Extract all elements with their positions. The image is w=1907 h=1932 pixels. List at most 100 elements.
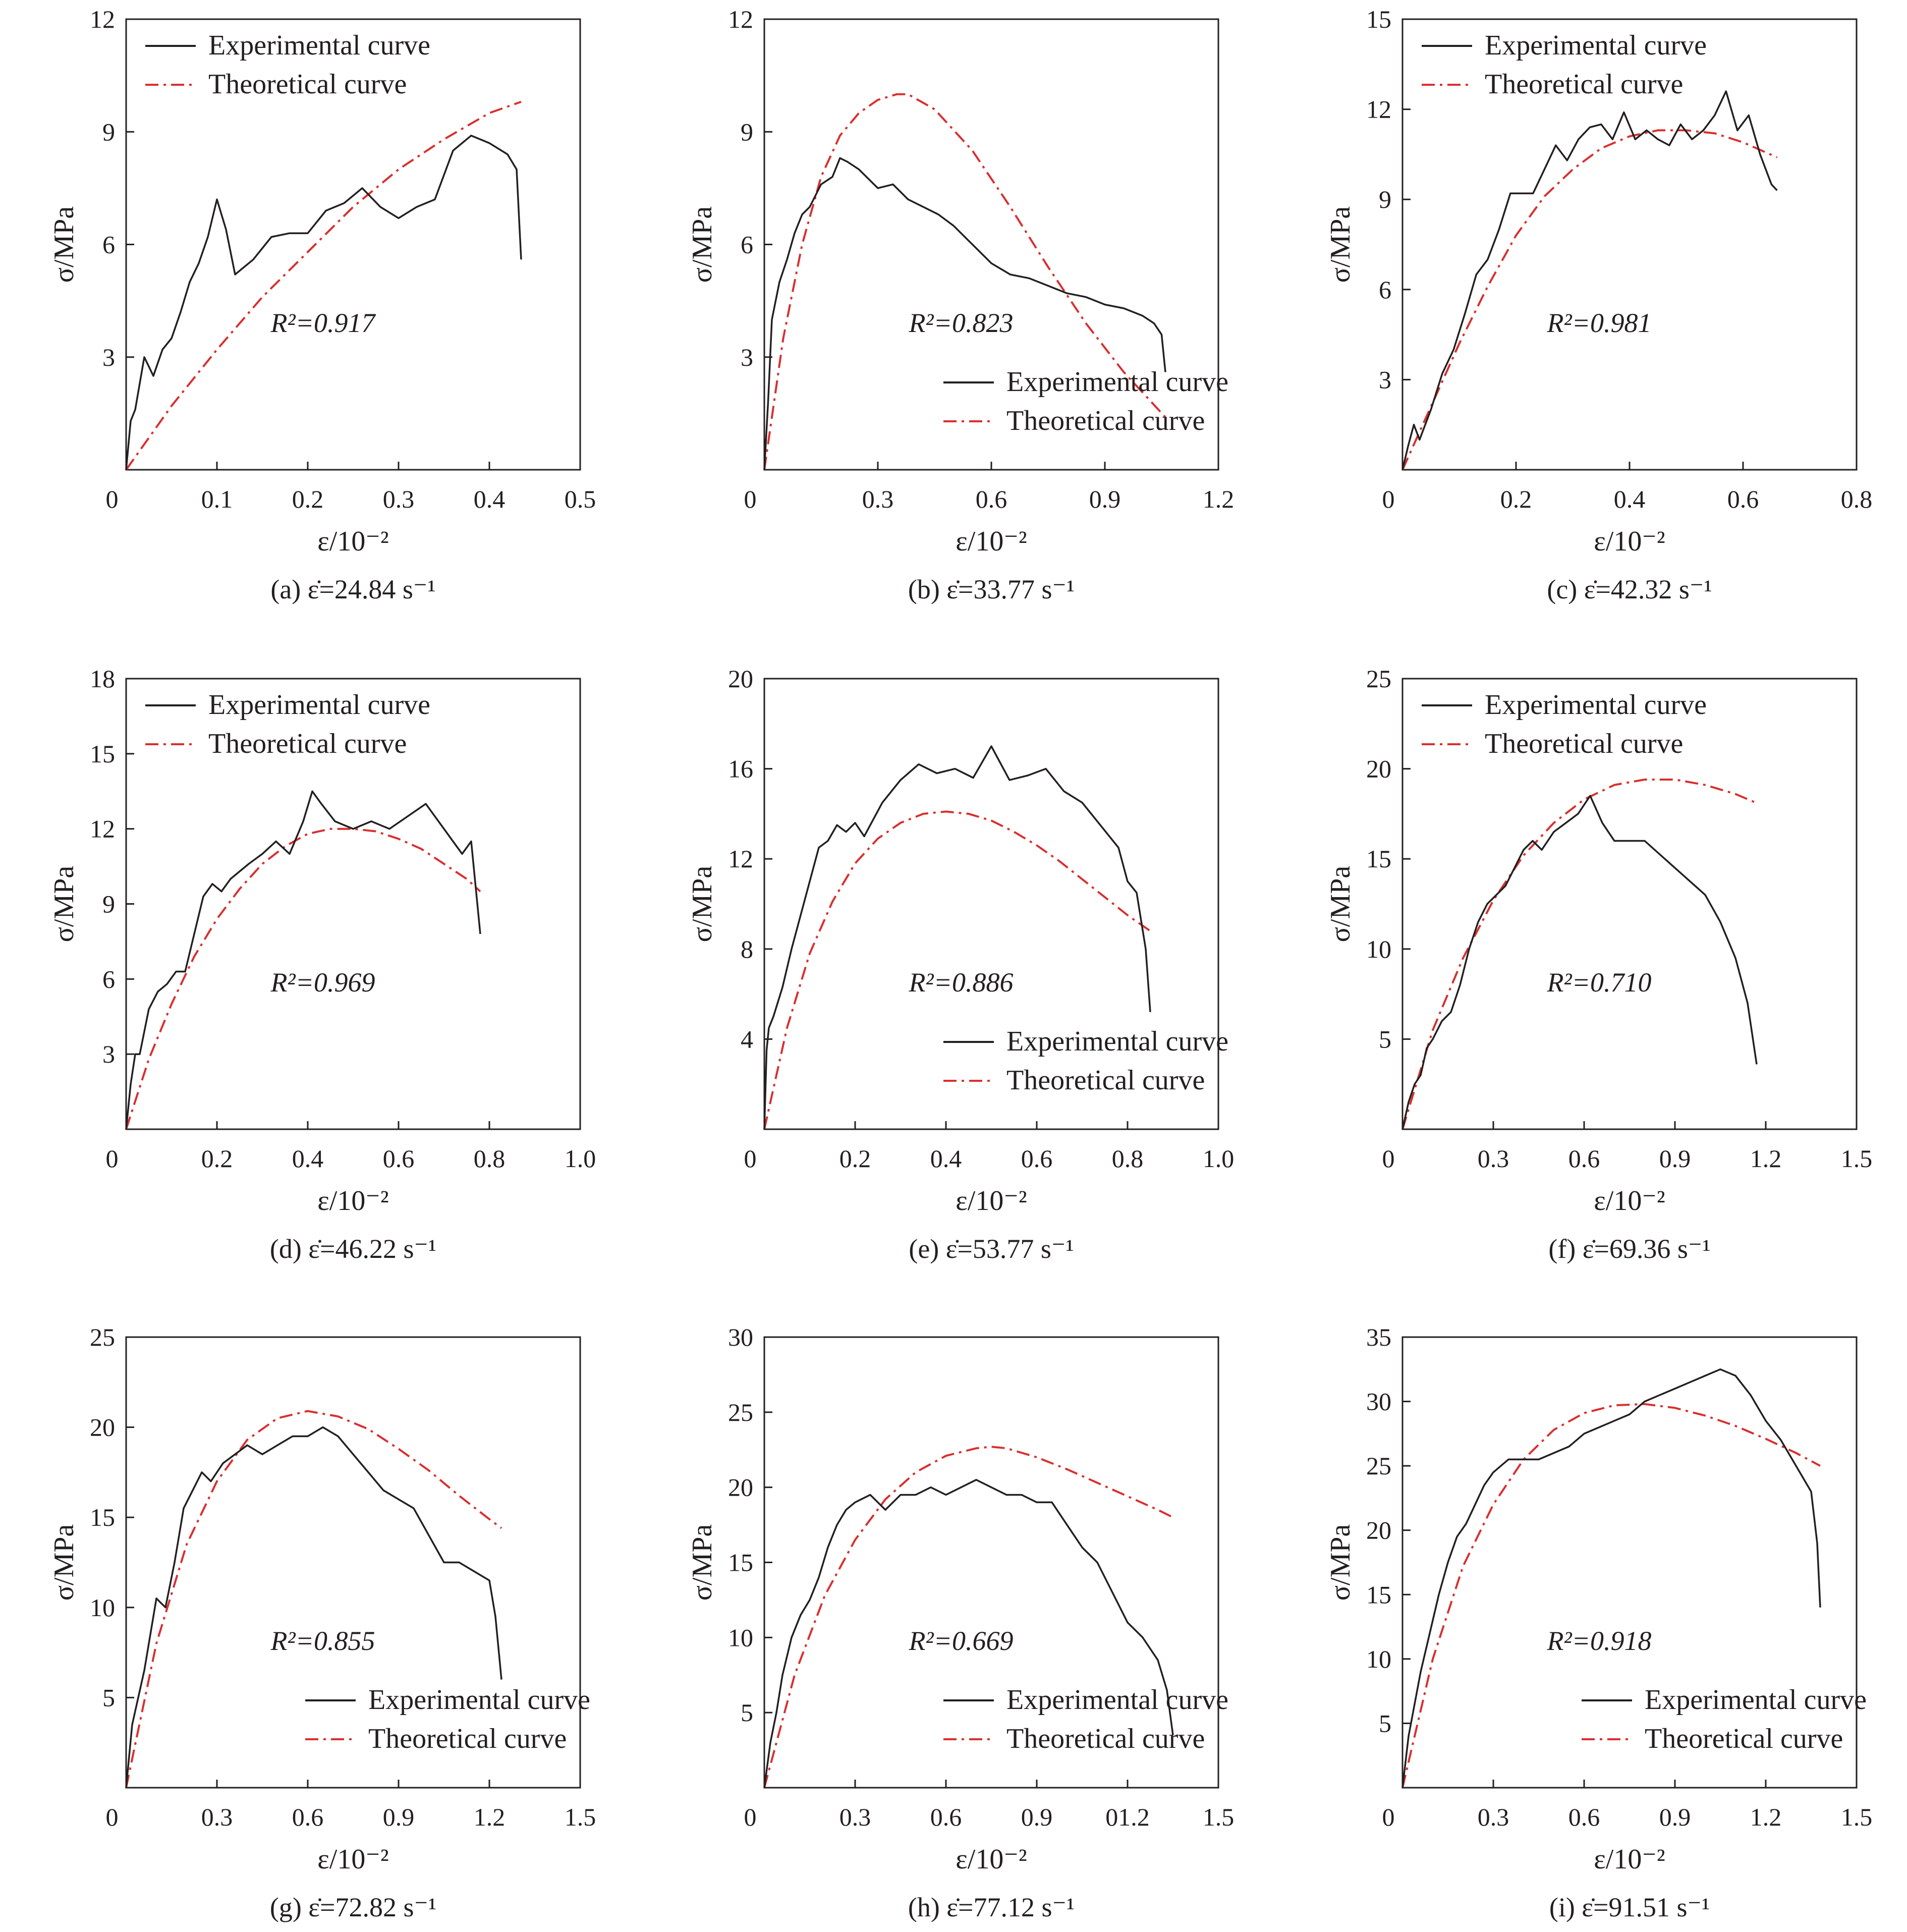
legend-label-theoretical: Theoretical curve	[1006, 1723, 1205, 1754]
x-tick-label: 0	[106, 485, 119, 513]
y-axis-label: σ/MPa	[687, 866, 718, 943]
y-axis-label: σ/MPa	[1325, 206, 1356, 283]
panel-caption: (g) ε̇=72.82 s⁻¹	[270, 1892, 436, 1922]
x-tick-label: 0	[106, 1144, 119, 1173]
y-tick-label: 30	[728, 1323, 753, 1351]
x-tick-label: 0.2	[292, 485, 324, 513]
y-tick-label: 3	[102, 1040, 115, 1068]
y-tick-label: 6	[741, 231, 753, 259]
chart-panel-g: 0 0.3 0.6 0.9 1.2 1.5 5 10 15 20 25 σ/MPa ε/10⁻² (g) …	[48, 1323, 596, 1922]
y-tick-label: 10	[1366, 1645, 1391, 1673]
x-tick-label: 0	[744, 485, 757, 513]
legend-label-theoretical: Theoretical curve	[1645, 1723, 1843, 1754]
x-tick-label: 0.6	[976, 485, 1007, 513]
series-line-experimental	[763, 157, 1166, 470]
x-tick-label: 01.2	[1105, 1803, 1150, 1831]
x-axis-label: ε/10⁻²	[956, 1185, 1027, 1217]
x-axis-label: ε/10⁻²	[956, 526, 1027, 557]
x-tick-label: 0.1	[201, 485, 233, 513]
x-tick-label: 0	[106, 1803, 119, 1831]
y-tick-label: 5	[1379, 1709, 1391, 1737]
y-tick-label: 15	[90, 1503, 115, 1531]
legend: Experimental curve Theoretical curve	[145, 689, 430, 759]
x-tick-label: 0.6	[930, 1803, 962, 1831]
x-tick-label: 1.5	[1841, 1803, 1873, 1831]
x-axis-label: ε/10⁻²	[956, 1844, 1027, 1875]
x-tick-label: 0.4	[930, 1144, 962, 1173]
y-tick-label: 12	[728, 5, 753, 33]
y-tick-label: 30	[1366, 1388, 1391, 1416]
y-axis-label: σ/MPa	[687, 206, 718, 283]
legend: Experimental curve Theoretical curve	[145, 30, 430, 100]
x-tick-label: 0.9	[383, 1803, 415, 1831]
panel-caption: (d) ε̇=46.22 s⁻¹	[270, 1234, 436, 1264]
legend-label-theoretical: Theoretical curve	[208, 728, 407, 759]
legend-label-experimental: Experimental curve	[1006, 366, 1228, 398]
chart-panel-b: 0 0.3 0.6 0.9 1.2 3 6 9 12 σ/MPa ε/10⁻² (b) ε̇=33.7…	[687, 5, 1234, 604]
panel-caption: (b) ε̇=33.77 s⁻¹	[908, 574, 1075, 604]
chart-panel-i: 0 0.3 0.6 0.9 1.2 1.5 5 10 15 20 25 30 35 σ/MPa ε/10⁻²…	[1325, 1323, 1872, 1922]
chart-panel-f: 0 0.3 0.6 0.9 1.2 1.5 5 10 15 20 25 σ/MPa ε/10⁻² (f) …	[1325, 665, 1872, 1264]
series-line-theoretical	[125, 1410, 502, 1788]
legend-label-experimental: Experimental curve	[1485, 689, 1707, 721]
series-line-experimental	[125, 790, 481, 1130]
x-tick-label: 0.2	[1500, 485, 1532, 513]
legend-label-theoretical: Theoretical curve	[368, 1723, 567, 1754]
legend-label-theoretical: Theoretical curve	[1485, 728, 1683, 759]
panel-caption: (i) ε̇=91.51 s⁻¹	[1549, 1892, 1710, 1922]
r-squared-label: R²=0.917	[270, 308, 376, 338]
series-line-theoretical	[1401, 129, 1778, 470]
x-tick-label: 0.6	[1568, 1144, 1600, 1173]
x-tick-label: 0.3	[1478, 1144, 1509, 1173]
x-tick-label: 0.4	[1614, 485, 1646, 513]
y-axis-label: σ/MPa	[687, 1524, 718, 1601]
x-tick-label: 0	[744, 1803, 757, 1831]
x-tick-label: 0.4	[292, 1144, 324, 1173]
x-tick-label: 0	[1382, 485, 1395, 513]
y-tick-label: 15	[1366, 845, 1391, 873]
y-tick-label: 4	[741, 1025, 753, 1053]
legend-label-experimental: Experimental curve	[368, 1684, 590, 1716]
y-tick-label: 3	[741, 343, 753, 371]
chart-panel-h: 0 0.3 0.6 0.9 01.2 1.5 5 10 15 20 25 30 σ/MPa ε/10⁻² (…	[687, 1323, 1234, 1922]
series-line-experimental	[1401, 1368, 1821, 1788]
r-squared-label: R²=0.823	[908, 308, 1013, 338]
y-tick-label: 15	[1366, 5, 1391, 33]
legend-label-experimental: Experimental curve	[1006, 1026, 1228, 1057]
y-axis-label: σ/MPa	[48, 866, 80, 943]
legend-label-theoretical: Theoretical curve	[1485, 69, 1683, 100]
plot-frame	[763, 18, 1219, 471]
y-tick-label: 15	[90, 740, 115, 768]
series-line-experimental	[125, 134, 522, 470]
series-line-experimental	[763, 745, 1151, 1130]
panel-caption: (f) ε̇=69.36 s⁻¹	[1548, 1234, 1710, 1264]
chart-panel-d: 0 0.2 0.4 0.6 0.8 1.0 3 6 9 12 15 18 σ/MPa ε/10⁻² (d) …	[48, 665, 596, 1264]
legend-label-theoretical: Theoretical curve	[1006, 1065, 1205, 1096]
y-tick-label: 9	[102, 890, 115, 918]
series-line-theoretical	[763, 1446, 1173, 1788]
x-tick-label: 0	[1382, 1144, 1395, 1173]
plot-frame	[763, 1336, 1219, 1789]
x-tick-label: 0.6	[292, 1803, 324, 1831]
plot-frame	[1401, 678, 1858, 1130]
legend: Experimental curve Theoretical curve	[1582, 1684, 1867, 1754]
y-tick-label: 35	[1366, 1323, 1391, 1351]
x-axis-label: ε/10⁻²	[317, 526, 388, 557]
x-tick-label: 0.9	[1021, 1803, 1053, 1831]
series-line-theoretical	[763, 93, 1166, 470]
y-tick-label: 15	[728, 1549, 753, 1577]
series-line-experimental	[763, 1479, 1174, 1788]
x-tick-label: 0.2	[839, 1144, 871, 1173]
y-tick-label: 9	[1379, 185, 1391, 213]
x-tick-label: 0.8	[1112, 1144, 1144, 1173]
y-tick-label: 20	[728, 1473, 753, 1502]
legend-label-experimental: Experimental curve	[1645, 1684, 1867, 1716]
panel-caption: (e) ε̇=53.77 s⁻¹	[909, 1234, 1074, 1264]
x-axis-label: ε/10⁻²	[1594, 1844, 1665, 1875]
panel-caption: (a) ε̇=24.84 s⁻¹	[270, 574, 435, 604]
plot-frame	[1401, 1336, 1858, 1789]
y-axis-label: σ/MPa	[1325, 866, 1356, 943]
legend-label-theoretical: Theoretical curve	[208, 69, 407, 100]
y-axis-label: σ/MPa	[48, 206, 80, 283]
